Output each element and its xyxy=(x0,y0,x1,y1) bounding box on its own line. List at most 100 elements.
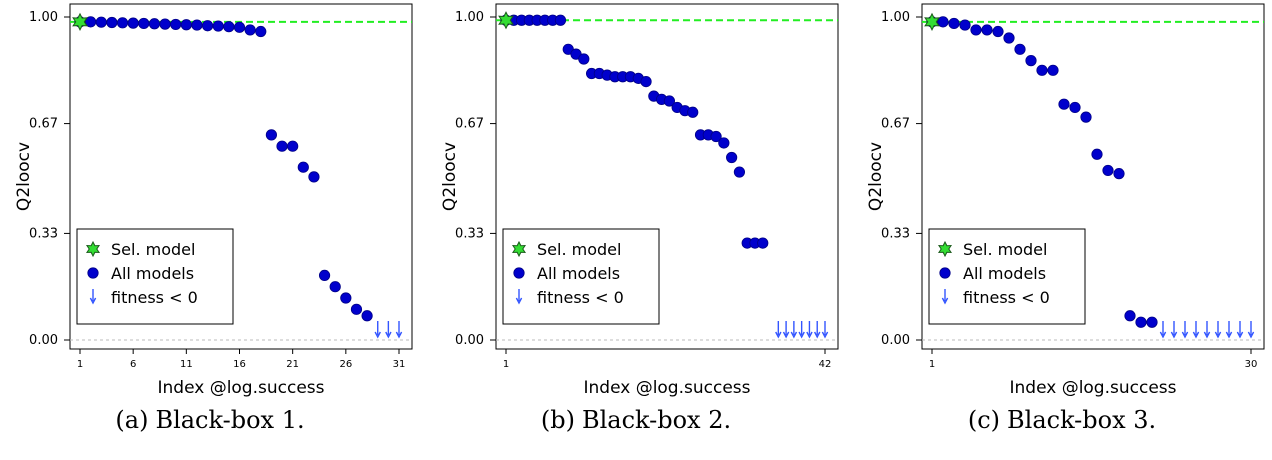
y-tick-label: 1.00 xyxy=(881,10,910,25)
x-tick-label: 31 xyxy=(393,359,406,370)
negative-fitness-arrow xyxy=(1236,321,1244,339)
data-point xyxy=(276,140,288,152)
legend-label: All models xyxy=(111,264,194,283)
data-point xyxy=(212,20,224,32)
data-point xyxy=(1124,310,1136,322)
negative-fitness-arrow xyxy=(1203,321,1211,339)
caption-c: (c) Black-box 3. xyxy=(852,406,1272,434)
negative-fitness-arrow xyxy=(1159,321,1167,339)
legend-label: fitness < 0 xyxy=(963,288,1050,307)
legend-circle-symbol xyxy=(87,267,99,279)
data-point xyxy=(116,17,129,29)
data-point xyxy=(318,269,331,281)
legend-star-symbol xyxy=(937,240,953,258)
data-point xyxy=(640,76,652,88)
legend: Sel. model All models fitness < 0 xyxy=(76,228,234,325)
y-tick-label: 0.33 xyxy=(455,226,484,241)
data-point xyxy=(554,14,567,26)
data-point xyxy=(223,21,235,33)
negative-fitness-arrow xyxy=(806,321,813,339)
caption-text-a: Black-box 1. xyxy=(155,406,305,434)
data-point xyxy=(159,18,171,30)
data-point xyxy=(329,281,341,293)
legend-arrow-symbol xyxy=(515,289,523,305)
legend-arrow-symbol xyxy=(941,289,949,305)
data-point xyxy=(1091,148,1103,160)
legend-box xyxy=(928,228,1086,325)
selected-model-star xyxy=(72,12,88,31)
data-point xyxy=(710,130,722,143)
y-tick-label: 1.00 xyxy=(455,10,484,25)
caption-b: (b) Black-box 2. xyxy=(426,406,846,434)
negative-fitness-arrow xyxy=(395,321,403,339)
negative-fitness-arrows xyxy=(374,321,403,339)
data-point xyxy=(757,237,769,249)
x-tick-label: 1 xyxy=(77,359,83,370)
x-tick-label: 1 xyxy=(503,359,509,370)
data-point xyxy=(361,310,373,322)
x-tick-label: 30 xyxy=(1245,359,1258,370)
data-point xyxy=(1025,55,1037,67)
caption-a: (a) Black-box 1. xyxy=(0,406,420,434)
data-point xyxy=(297,161,309,173)
data-point xyxy=(265,129,277,141)
data-point xyxy=(106,16,118,29)
data-point xyxy=(981,24,993,36)
legend-circle-symbol xyxy=(513,267,525,279)
data-point xyxy=(180,19,192,31)
y-tick-label: 0.00 xyxy=(881,333,910,348)
data-point xyxy=(726,151,738,164)
data-point xyxy=(1102,164,1114,177)
y-tick-label: 0.33 xyxy=(29,226,58,241)
data-point xyxy=(1080,111,1092,123)
data-point xyxy=(733,166,746,178)
y-tick-label: 0.00 xyxy=(455,333,484,348)
legend-circle-symbol xyxy=(939,267,951,279)
y-axis-label: Q2loocv xyxy=(440,142,460,211)
negative-fitness-arrow xyxy=(1247,321,1255,339)
negative-fitness-arrow xyxy=(813,321,821,339)
data-point xyxy=(992,25,1004,38)
legend-box xyxy=(76,228,234,325)
legend: Sel. model All models fitness < 0 xyxy=(502,228,660,325)
legend: Sel. model All models fitness < 0 xyxy=(928,228,1086,325)
legend-label: Sel. model xyxy=(963,240,1047,259)
legend-label: Sel. model xyxy=(537,240,621,259)
y-axis-label: Q2loocv xyxy=(866,142,886,211)
data-point xyxy=(1047,64,1059,76)
data-point xyxy=(148,18,161,30)
x-axis-label: Index @log.success xyxy=(157,378,324,398)
negative-fitness-arrow xyxy=(1225,321,1233,339)
negative-fitness-arrows xyxy=(1159,321,1255,339)
data-point xyxy=(170,18,182,31)
data-point xyxy=(937,16,949,28)
caption-label-c: (c) xyxy=(967,406,1000,434)
negative-fitness-arrow xyxy=(1181,321,1189,339)
caption-label-b: (b) xyxy=(540,406,575,434)
negative-fitness-arrow xyxy=(385,321,392,339)
x-tick-label: 1 xyxy=(929,359,935,370)
legend-label: All models xyxy=(963,264,1046,283)
legend-label: fitness < 0 xyxy=(537,288,624,307)
data-points xyxy=(926,16,1158,328)
x-axis-label: Index @log.success xyxy=(583,378,750,398)
legend-box xyxy=(502,228,660,325)
y-tick-label: 1.00 xyxy=(29,10,58,25)
scatter-plot-c: 0.00 0.33 0.67 1.00 1 30 Index @log.success Q2l… xyxy=(866,3,1265,398)
chart-panel-c: 0.00 0.33 0.67 1.00 1 30 Index @log.success Q2l… xyxy=(852,0,1272,460)
x-tick-label: 16 xyxy=(233,359,246,370)
data-point xyxy=(1135,316,1147,328)
negative-fitness-arrow xyxy=(374,321,381,339)
data-point xyxy=(350,303,363,315)
data-point xyxy=(959,19,971,31)
data-point xyxy=(970,24,982,36)
data-points xyxy=(500,14,769,249)
legend-label: Sel. model xyxy=(111,240,195,259)
negative-fitness-arrow xyxy=(775,321,782,339)
legend-label: fitness < 0 xyxy=(111,288,198,307)
data-point xyxy=(1058,98,1070,110)
data-point xyxy=(340,292,352,304)
negative-fitness-arrow xyxy=(798,321,805,339)
negative-fitness-arrows xyxy=(775,321,829,339)
